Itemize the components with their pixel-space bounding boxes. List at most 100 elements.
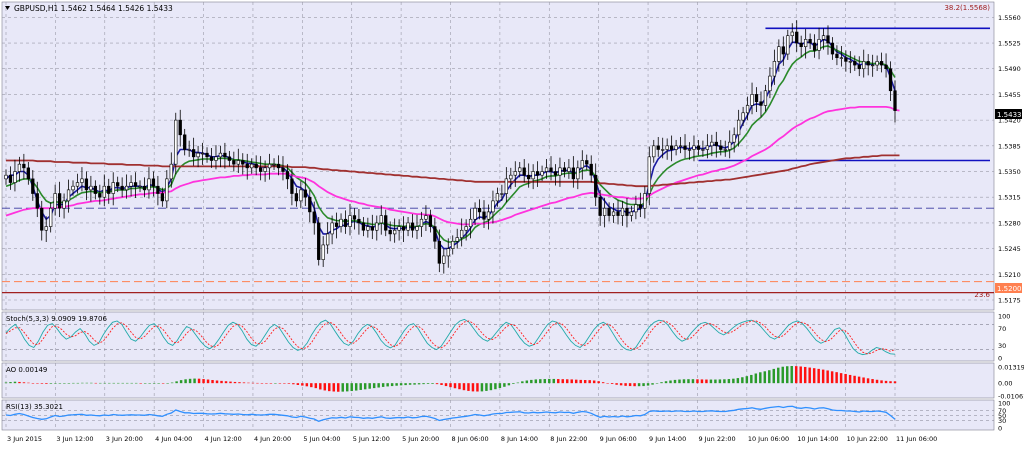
ao-bar [480,383,484,392]
candle-body [750,94,754,106]
candle [701,140,705,157]
candle [826,25,830,55]
candle-body [486,211,491,220]
candle [884,53,888,78]
candle-body [607,207,611,216]
ao-bar [628,383,632,387]
candle-body [334,222,339,227]
ao-bar [673,379,677,384]
time-tick-label: 8 Jun 06:00 [452,435,489,443]
candle [451,235,455,255]
ao-bar [247,382,250,384]
candle [786,29,790,60]
candle-body [49,207,53,227]
ao-bar [99,382,102,384]
ao-bar [700,379,704,384]
ao-bar [619,383,623,386]
stoch-tick-label: 30 [998,342,1006,350]
candle-body [862,61,866,70]
ao-bar [664,381,668,384]
ao-bar [72,382,75,384]
candle [804,29,808,59]
candle-body [285,171,290,180]
candle-body [460,229,464,238]
ao-bar [557,379,560,384]
candle-body [151,178,156,187]
candle [419,211,424,237]
candle [500,184,504,201]
candle-body [31,178,35,194]
ao-bar [803,366,807,384]
candle [308,189,312,223]
candle [759,91,763,118]
candle [49,202,53,233]
ao-bar [880,380,883,384]
candle-body [348,215,352,227]
candle [205,147,209,163]
ao-bar [157,383,160,384]
candle [482,200,486,229]
candle-body [781,46,785,55]
candle-body [160,193,164,202]
ao-bar [543,379,547,384]
ao-bar [22,382,26,384]
time-tick-label: 8 Jun 22:00 [550,435,587,443]
candle [410,214,415,238]
ao-bar [660,382,663,384]
ao-bar [323,383,327,391]
candle [446,238,450,268]
candle [236,148,240,173]
candle [544,159,549,179]
candle [812,34,817,58]
candle-body [535,171,540,176]
ao-bar [13,381,17,384]
stoch-header: Stoch(5,3,3) 9.0909 19.8706 [6,315,107,323]
candle-body [482,211,486,220]
candle [866,54,870,76]
candle [468,208,473,239]
candle-body [696,145,701,150]
candle-body [817,39,821,51]
candle [745,96,750,121]
ao-bar [341,383,344,392]
ao-bar [552,378,555,384]
ao-bar [583,380,587,384]
candle [4,169,8,185]
candle [8,166,13,190]
candle [169,152,173,188]
y-axis-labels: 1.5560 1.5525 1.5490 1.5455 1.5420 1.5385 1.53… [998,14,1024,433]
candle-body [518,167,522,172]
candle-body [589,163,593,176]
candle-body [884,64,888,70]
horizontal-lines-layer [2,27,994,294]
candle [142,177,147,198]
price-tick-label: 1.5175 [998,297,1021,305]
ao-bar [857,376,861,384]
ao-bar [889,381,892,384]
ao-bar [175,381,178,384]
stoch-signal-line [5,320,896,355]
ao-bar [839,373,843,384]
candle-body [643,193,647,209]
candle [513,161,517,187]
candle-body [786,35,790,55]
candle [835,45,839,66]
candle-body [8,174,13,183]
candle-body [540,171,544,176]
candle-body [504,178,508,194]
candle [107,178,111,204]
candle [241,153,245,175]
ao-bar [350,383,353,392]
candle-body [544,167,549,172]
candle-body [44,226,48,231]
candle-body [254,163,258,169]
ao-bar [516,382,520,384]
ma-green-line [5,45,896,243]
stoch-panel-background [1,311,995,362]
candle-body [705,145,710,150]
candle [839,45,844,67]
candle [616,200,620,225]
ao-bar [152,383,156,384]
ao-bar [395,383,398,386]
